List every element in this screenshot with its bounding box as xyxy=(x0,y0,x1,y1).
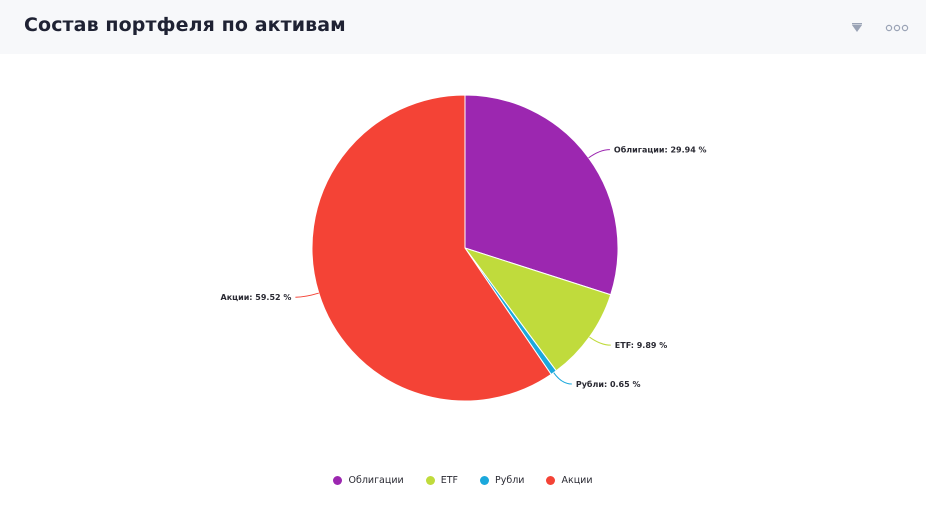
data-label-акции: Акции: 59.52 % xyxy=(221,293,292,302)
pie-chart: Облигации: 29.94 % ETF: 9.89 % Рубли: 0.65… xyxy=(221,94,707,402)
label-connector-etf xyxy=(589,336,611,346)
widget-header: Состав портфеля по активам xyxy=(0,0,926,54)
data-label-etf: ETF: 9.89 % xyxy=(615,341,667,350)
legend-marker xyxy=(479,476,489,485)
legend-label: Акции xyxy=(561,475,593,486)
legend-label: ETF xyxy=(440,475,458,486)
data-label-рубли: Рубли: 0.65 % xyxy=(576,379,641,389)
legend-label: Облигации xyxy=(348,475,404,486)
chart-legend: Облигации ETF Рубли Акции xyxy=(0,475,926,486)
data-label-облигации: Облигации: 29.94 % xyxy=(614,145,707,155)
pie-slice-акции[interactable] xyxy=(311,94,552,402)
legend-item-облигации[interactable]: Облигации xyxy=(333,475,404,486)
legend-marker xyxy=(546,476,556,485)
label-connector-облигации xyxy=(588,149,610,159)
more-dots-icon[interactable] xyxy=(884,20,910,36)
label-connector-рубли xyxy=(553,372,572,385)
filter-icon[interactable] xyxy=(849,20,865,36)
legend-item-etf[interactable]: ETF xyxy=(425,475,458,486)
label-connector-акции xyxy=(295,292,319,298)
legend-item-акции[interactable]: Акции xyxy=(546,475,593,486)
widget-title: Состав портфеля по активам xyxy=(24,14,346,36)
legend-item-рубли[interactable]: Рубли xyxy=(479,475,525,486)
legend-marker xyxy=(425,476,435,485)
legend-label: Рубли xyxy=(494,475,525,486)
legend-marker xyxy=(333,476,343,485)
